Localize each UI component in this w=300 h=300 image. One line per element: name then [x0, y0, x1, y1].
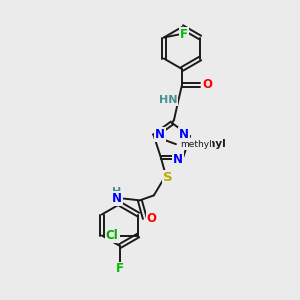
Text: N: N — [179, 128, 189, 141]
Text: HN: HN — [159, 95, 177, 105]
Text: F: F — [116, 262, 124, 275]
Text: N: N — [173, 153, 183, 166]
Text: N: N — [112, 192, 122, 205]
Text: O: O — [147, 212, 157, 225]
Text: methyl: methyl — [185, 139, 226, 149]
Text: S: S — [163, 171, 172, 184]
Text: methyl: methyl — [180, 140, 212, 148]
Text: F: F — [180, 28, 188, 41]
Text: H: H — [112, 188, 122, 197]
Text: Cl: Cl — [106, 229, 118, 242]
Text: N: N — [155, 128, 165, 141]
Text: O: O — [202, 79, 212, 92]
